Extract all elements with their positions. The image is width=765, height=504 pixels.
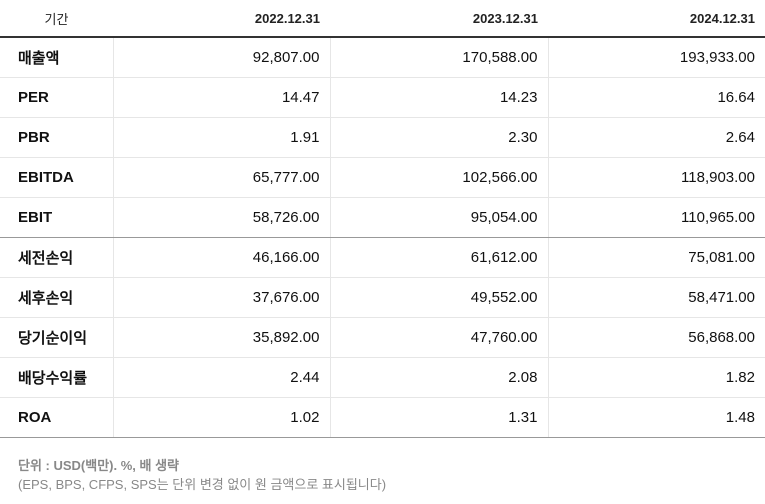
table-header-row: 기간 2022.12.31 2023.12.31 2024.12.31 xyxy=(0,0,765,38)
financial-table: 기간 2022.12.31 2023.12.31 2024.12.31 매출액 9… xyxy=(0,0,765,438)
table-row: EBITDA 65,777.00 102,566.00 118,903.00 xyxy=(0,157,765,198)
table-cell-value: 75,081.00 xyxy=(548,237,765,278)
table-cell-value: 92,807.00 xyxy=(113,37,331,78)
table-row: EBIT 58,726.00 95,054.00 110,965.00 xyxy=(0,197,765,238)
table-cell-value: 110,965.00 xyxy=(548,197,765,238)
row-label: EBITDA xyxy=(0,157,114,198)
table-cell-value: 95,054.00 xyxy=(330,197,549,238)
table-cell-value: 1.48 xyxy=(548,397,765,438)
row-label: 당기순이익 xyxy=(0,317,114,358)
table-cell-value: 1.82 xyxy=(548,357,765,398)
row-label: 세전손익 xyxy=(0,237,114,278)
table-cell-value: 16.64 xyxy=(548,77,765,118)
table-row: ROA 1.02 1.31 1.48 xyxy=(0,397,765,438)
table-cell-value: 58,471.00 xyxy=(548,277,765,318)
row-label: ROA xyxy=(0,397,114,438)
table-cell-value: 2.08 xyxy=(330,357,549,398)
table-cell-value: 65,777.00 xyxy=(113,157,331,198)
table-cell-value: 37,676.00 xyxy=(113,277,331,318)
table-row: PER 14.47 14.23 16.64 xyxy=(0,77,765,118)
table-cell-value: 14.47 xyxy=(113,77,331,118)
table-row: 세전손익 46,166.00 61,612.00 75,081.00 xyxy=(0,237,765,278)
table-row: 당기순이익 35,892.00 47,760.00 56,868.00 xyxy=(0,317,765,358)
table-cell-value: 2.44 xyxy=(113,357,331,398)
table-cell-value: 193,933.00 xyxy=(548,37,765,78)
table-cell-value: 2.30 xyxy=(330,117,549,158)
table-cell-value: 49,552.00 xyxy=(330,277,549,318)
row-label: 매출액 xyxy=(0,37,114,78)
table-cell-value: 102,566.00 xyxy=(330,157,549,198)
format-note: (EPS, BPS, CFPS, SPS는 단위 변경 없이 원 금액으로 표시… xyxy=(18,477,387,492)
table-cell-value: 46,166.00 xyxy=(113,237,331,278)
table-cell-value: 1.02 xyxy=(113,397,331,438)
table-row: 세후손익 37,676.00 49,552.00 58,471.00 xyxy=(0,277,765,318)
table-cell-value: 118,903.00 xyxy=(548,157,765,198)
table-cell-value: 61,612.00 xyxy=(330,237,549,278)
period-column-header: 2023.12.31 xyxy=(330,0,548,38)
table-cell-value: 47,760.00 xyxy=(330,317,549,358)
table-cell-value: 1.91 xyxy=(113,117,331,158)
period-header: 기간 xyxy=(0,0,113,38)
table-row: 배당수익률 2.44 2.08 1.82 xyxy=(0,357,765,398)
row-label: 배당수익률 xyxy=(0,357,114,398)
row-label: PBR xyxy=(0,117,114,158)
table-cell-value: 2.64 xyxy=(548,117,765,158)
table-cell-value: 56,868.00 xyxy=(548,317,765,358)
table-body: 매출액 92,807.00 170,588.00 193,933.00 PER 14.47… xyxy=(0,37,765,438)
table-cell-value: 14.23 xyxy=(330,77,549,118)
row-label: PER xyxy=(0,77,114,118)
table-footnote: 단위 : USD(백만). %, 배 생략 (EPS, BPS, CFPS, S… xyxy=(18,456,386,494)
period-column-header: 2022.12.31 xyxy=(113,0,330,38)
table-cell-value: 170,588.00 xyxy=(330,37,549,78)
table-row: PBR 1.91 2.30 2.64 xyxy=(0,117,765,158)
table-cell-value: 58,726.00 xyxy=(113,197,331,238)
row-label: 세후손익 xyxy=(0,277,114,318)
unit-note: 단위 : USD(백만). %, 배 생략 xyxy=(18,458,179,473)
period-column-header: 2024.12.31 xyxy=(548,0,765,38)
table-cell-value: 1.31 xyxy=(330,397,549,438)
table-cell-value: 35,892.00 xyxy=(113,317,331,358)
table-row: 매출액 92,807.00 170,588.00 193,933.00 xyxy=(0,37,765,78)
row-label: EBIT xyxy=(0,197,114,238)
